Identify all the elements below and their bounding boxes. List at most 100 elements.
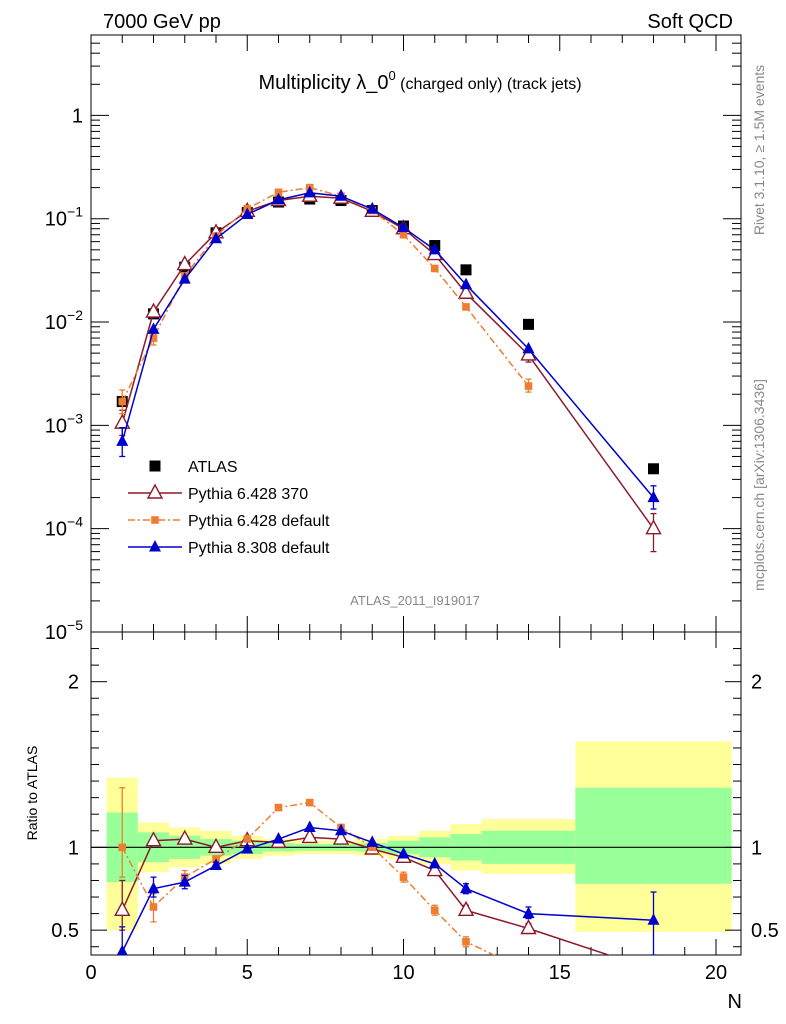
main-title: Multiplicity λ_00 (charged only) (track …: [258, 68, 581, 94]
ratio-data-point: [335, 823, 347, 836]
main-data-point: [397, 220, 410, 233]
x-tick-label: 15: [549, 962, 571, 984]
main-data-point: [648, 463, 659, 475]
main-data-point: [460, 264, 472, 276]
main-data-point: [147, 322, 160, 334]
legend-marker: [151, 516, 159, 524]
main-data-point: [523, 318, 534, 330]
ratio-data-point: [647, 913, 660, 925]
main-data-point: [274, 188, 283, 197]
series-pythia-8-308-default: [116, 185, 660, 510]
ratio-data-point: [207, 837, 225, 854]
ratio-y-tick-label-right: 2: [751, 672, 762, 694]
y-tick-label-base: 10: [45, 312, 67, 334]
ratio-data-point: [147, 881, 160, 894]
ratio-data-point: [176, 829, 193, 845]
y-tick-label: 1: [72, 105, 83, 127]
ratio-data-point: [368, 843, 377, 852]
legend-label: Pythia 6.428 370: [188, 486, 308, 503]
main-data-point: [303, 185, 316, 198]
ratio-panel-frame: [90, 631, 742, 956]
main-data-point: [149, 334, 158, 342]
y-tick-label-exponent: −4: [67, 514, 83, 530]
analysis-label: ATLAS_2011_I919017: [350, 593, 480, 608]
x-tick-label: 5: [242, 962, 253, 984]
legend-label: ATLAS: [188, 459, 238, 476]
ratio-y-tick-label-right: 1: [751, 837, 762, 859]
ratio-y-tick-label-right: 0.5: [751, 920, 779, 942]
y-tick-label-exponent: −5: [67, 617, 83, 633]
ratio-panel: 0 5 10 15 20 0.5 0.5 1 1 2 2 Ratio to ATLAS: [24, 631, 779, 984]
main-title-text: Multiplicity λ_0: [258, 72, 388, 94]
main-series: [114, 183, 662, 553]
main-series-line: [121, 192, 655, 499]
legend-marker: [146, 483, 164, 499]
ratio-data-point: [457, 900, 475, 916]
series-pythia-8-308-default: [116, 820, 660, 955]
main-data-point: [522, 341, 535, 354]
ratio-band-green: [575, 787, 732, 884]
main-data-point: [399, 230, 408, 239]
main-panel: Multiplicity λ_00 (charged only) (track …: [45, 34, 742, 644]
ratio-data-point: [305, 798, 314, 807]
main-data-point: [241, 207, 254, 219]
x-tick-label: 0: [85, 962, 96, 984]
x-tick-label: 10: [392, 962, 414, 984]
ratio-data-point: [430, 906, 439, 915]
main-data-point: [524, 382, 533, 390]
main-series-line: [121, 195, 655, 530]
y-tick-label-base: 10: [45, 415, 67, 437]
main-data-point: [366, 202, 379, 214]
y-tick-label: 10−2: [45, 307, 83, 334]
series-pythia-6-428-default: [118, 787, 496, 955]
main-data-point: [645, 519, 662, 535]
ratio-data-point: [272, 832, 285, 844]
ratio-data-point: [301, 827, 318, 844]
main-data-point: [145, 302, 162, 318]
main-data-point: [460, 277, 472, 290]
main-data-point: [647, 490, 660, 503]
ratio-data-point: [462, 937, 470, 946]
y-tick-label: 10−4: [45, 514, 83, 541]
ratio-data-point: [149, 903, 158, 911]
side-label-rivet: Rivet 3.1.10, ≥ 1.5M events: [751, 65, 767, 235]
legend: ATLAS Pythia 6.428 370 Pythia 6.428 defaul…: [128, 459, 330, 557]
ratio-data-point: [274, 803, 283, 812]
ratio-data-point: [243, 835, 252, 843]
main-data-point: [118, 397, 127, 406]
y-tick-label: 10−1: [45, 204, 83, 231]
main-data-point: [335, 189, 347, 201]
ratio-data-point: [397, 846, 410, 859]
ratio-data-point: [303, 820, 316, 832]
x-tick-label: 20: [705, 962, 727, 984]
ratio-y-tick-label: 1: [68, 837, 79, 859]
main-data-point: [116, 434, 129, 446]
ratio-data-point: [114, 900, 131, 916]
y-tick-label-base: 1: [72, 105, 83, 127]
main-data-point: [428, 242, 441, 255]
main-axis-ticks: 110−110−210−310−410−5: [45, 34, 741, 644]
legend-marker: [149, 460, 161, 472]
ratio-data-point: [522, 906, 535, 919]
main-title-sup: 0: [388, 68, 395, 83]
y-tick-label-exponent: −3: [67, 410, 83, 426]
side-label-mcplots: mcplots.cern.ch [arXiv:1306.3436]: [751, 379, 767, 591]
main-data-point: [462, 303, 470, 311]
ratio-series-line: [121, 826, 654, 953]
ratio-y-tick-label: 2: [68, 672, 79, 694]
main-title-suffix: (charged only) (track jets): [396, 76, 582, 93]
main-data-point: [457, 283, 475, 299]
ratio-data-point: [399, 873, 408, 881]
legend-label: Pythia 6.428 default: [188, 513, 330, 530]
ratio-data-point: [428, 856, 441, 869]
main-data-point: [176, 255, 193, 271]
legend-marker: [149, 540, 161, 552]
ratio-data-point: [118, 843, 127, 852]
ratio-data-point: [460, 881, 472, 894]
main-data-point: [272, 192, 285, 205]
legend-label: Pythia 8.308 default: [188, 540, 330, 557]
main-data-point: [210, 231, 222, 244]
ratio-data-point: [145, 831, 162, 847]
ratio-data-point: [178, 875, 191, 887]
y-tick-label: 10−3: [45, 410, 83, 437]
